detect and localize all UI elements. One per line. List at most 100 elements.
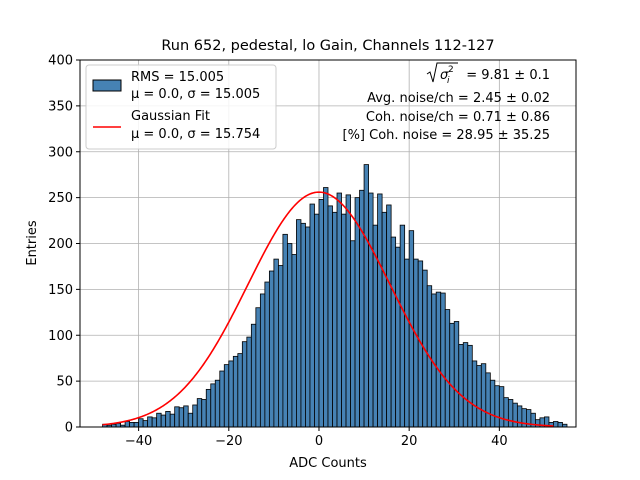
x-tick-label: 0 [315,434,323,449]
histogram-bar [467,344,473,428]
histogram-bar [503,397,509,428]
histogram-bar [133,422,140,428]
sigma-symbol: σ [440,68,449,83]
histogram-bar [332,211,338,428]
histogram-bar [192,404,198,428]
histogram-bar [241,341,248,428]
histogram-bar [395,246,401,428]
y-tick-label: 0 [65,421,73,436]
histogram-bar [453,321,460,428]
histogram-bar [413,258,419,428]
histogram-bar [336,192,342,428]
histogram-bar [318,199,324,428]
histogram-bar [354,197,360,428]
histogram-bar [323,187,329,428]
histogram-bar [390,236,397,428]
y-tick-label: 200 [48,237,73,252]
x-tick-label: 20 [401,434,418,449]
histogram-bar [287,243,293,428]
histogram-bar [156,412,162,428]
histogram-bar [386,204,392,428]
histogram-bar [228,360,234,428]
histogram-bar [169,413,176,428]
histogram-bar [174,406,180,428]
histogram-bar [183,405,189,428]
histogram-bar [476,365,482,428]
histogram-bar [553,421,559,428]
histogram-bar [314,213,320,428]
sigma-superscript: 2 [448,65,454,75]
histogram-bar [178,407,185,428]
histogram-bar [273,258,279,428]
legend-histogram-swatch [92,79,122,92]
histogram-bar [124,421,131,428]
histogram-bar [341,213,347,428]
annotation-line-4: [%] Coh. noise = 28.95 ± 35.25 [343,128,551,143]
histogram-bar [210,383,216,428]
histogram-bar [300,222,306,428]
x-tick-label: −40 [125,434,152,449]
x-axis-label: ADC Counts [289,456,367,471]
y-tick-label: 150 [48,283,73,298]
histogram-bar [160,414,167,428]
histogram-bar [219,370,225,428]
x-tick-label: 40 [491,434,508,449]
histogram-bar [449,322,455,428]
histogram-bar [268,270,275,428]
noise-annotations: σ 2 i = 9.81 ± 0.1 Avg. noise/ch = 2.45 … [343,62,551,143]
histogram-bar [201,399,207,428]
histogram-bar [327,205,333,428]
histogram-bar [138,418,144,428]
histogram-bar [223,364,230,428]
y-axis-ticks: 0 50 100 150 200 250 300 350 400 [48,54,80,436]
histogram-bar [205,388,212,428]
histogram-bar [440,292,446,428]
histogram-bar [498,386,505,428]
histogram-bar [359,189,365,428]
y-axis-label: Entries [25,220,40,266]
legend-fit-stats: μ = 0.0, σ = 15.754 [131,127,260,142]
annotation-line-1: = 9.81 ± 0.1 [466,68,550,83]
histogram-bar [435,291,442,428]
histogram-bar [232,355,239,428]
legend-fit-label: Gaussian Fit [131,109,210,124]
annotation-line-2: Avg. noise/ch = 2.45 ± 0.02 [367,91,550,106]
histogram-bar [480,363,487,428]
histogram-bar [444,309,451,428]
histogram-bar [363,164,369,428]
y-tick-label: 350 [48,99,73,114]
legend-histogram-label: RMS = 15.005 [131,70,224,85]
histogram-bar [196,398,203,428]
histogram-bar [399,224,406,428]
histogram-bar [151,417,158,428]
histogram-bar [462,342,469,428]
histogram-bar [309,203,315,428]
sigma-subscript: i [447,76,450,86]
histogram-bar [350,240,356,428]
sqrt-symbol [426,62,458,83]
x-axis-ticks: −40 −20 0 20 40 [125,427,508,449]
histogram-bar [305,226,311,428]
y-tick-label: 300 [48,145,73,160]
histogram-bar [142,420,149,428]
histogram-bar [282,233,288,428]
histogram-bar [368,192,374,428]
histogram-bar [129,422,135,428]
legend-box [85,64,277,150]
histogram-bar [246,336,252,428]
y-tick-label: 250 [48,191,73,206]
histogram-bar [214,379,221,428]
histogram-bar [259,293,266,428]
x-tick-label: −20 [215,434,242,449]
histogram-bar [237,353,243,428]
annotation-line-3: Coh. noise/ch = 0.71 ± 0.86 [366,110,550,125]
y-tick-label: 100 [48,329,73,344]
histogram-bar [485,372,491,428]
histogram-bar [296,219,302,428]
histogram-bar [250,323,257,428]
histogram-bar [264,281,270,428]
histogram-bar [147,416,153,428]
histogram-bar [115,422,121,428]
histogram-bar [377,193,383,428]
